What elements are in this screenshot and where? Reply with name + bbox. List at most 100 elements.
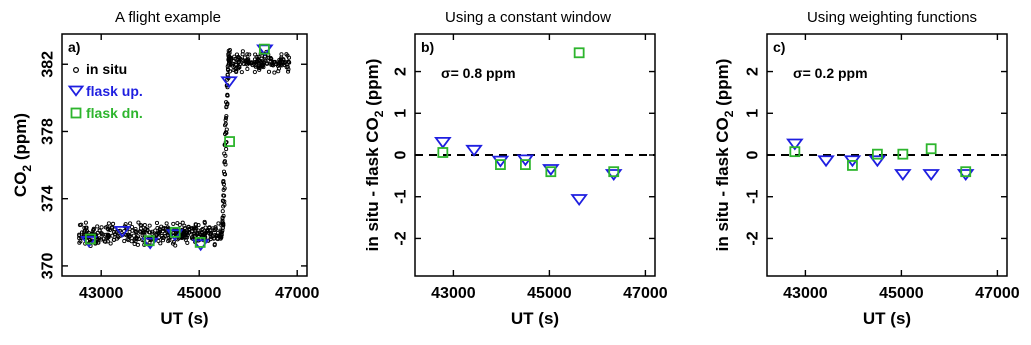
insitu-point bbox=[286, 67, 291, 72]
insitu-point bbox=[212, 243, 217, 248]
insitu-point bbox=[286, 69, 291, 74]
flask-dn-point bbox=[258, 43, 270, 55]
insitu-point bbox=[97, 228, 102, 233]
series-flask-dn- bbox=[789, 143, 972, 178]
flask-dn-point bbox=[224, 136, 235, 147]
legend-flask-dn-marker bbox=[70, 107, 82, 119]
insitu-point bbox=[190, 236, 195, 241]
insitu-point bbox=[224, 127, 229, 132]
insitu-point bbox=[223, 121, 228, 126]
insitu-point bbox=[132, 241, 137, 246]
flask-dn-point bbox=[520, 159, 531, 170]
flask-up-point bbox=[956, 169, 975, 181]
insitu-point bbox=[175, 221, 180, 226]
insitu-point bbox=[222, 186, 227, 191]
insitu-point bbox=[230, 61, 235, 66]
insitu-point bbox=[77, 222, 82, 228]
insitu-point bbox=[223, 116, 229, 121]
series-flask-dn- bbox=[85, 43, 270, 248]
insitu-point bbox=[164, 221, 169, 226]
insitu-point bbox=[156, 238, 161, 244]
insitu-point bbox=[258, 58, 263, 63]
insitu-point bbox=[218, 234, 224, 239]
insitu-point bbox=[99, 237, 104, 242]
insitu-point bbox=[286, 59, 291, 64]
insitu-point bbox=[77, 233, 82, 238]
insitu-point bbox=[256, 54, 261, 59]
insitu-point bbox=[115, 233, 120, 239]
insitu-point bbox=[105, 226, 111, 231]
y-tick-label: -2 bbox=[745, 231, 762, 245]
x-tick-label: 47000 bbox=[623, 285, 668, 302]
flask-dn-point bbox=[847, 160, 858, 171]
insitu-point bbox=[274, 62, 279, 67]
insitu-point bbox=[264, 61, 269, 66]
insitu-point bbox=[196, 223, 201, 228]
insitu-point bbox=[80, 230, 85, 235]
flask-dn-point bbox=[169, 226, 181, 238]
insitu-point bbox=[245, 52, 250, 57]
insitu-point bbox=[111, 221, 116, 226]
flask-up-point bbox=[894, 169, 912, 181]
insitu-point bbox=[225, 64, 230, 69]
panel-title: Using a constant window bbox=[445, 9, 611, 26]
sigma-annotation: σ= 0.2 ppm bbox=[793, 65, 868, 81]
insitu-point bbox=[247, 52, 252, 57]
insitu-point bbox=[136, 220, 141, 225]
flask-dn-point bbox=[437, 147, 449, 158]
insitu-point bbox=[253, 64, 258, 69]
insitu-point bbox=[224, 147, 229, 152]
panel-c: Using weighting functions -2 -1 0 1 2 43000 450… bbox=[713, 9, 1020, 328]
y-axis-label-main: CO bbox=[11, 172, 30, 198]
y-axis-label: in situ - flask CO2 (ppm) bbox=[363, 59, 386, 252]
flask-up-point bbox=[817, 155, 835, 168]
y-axis-label: CO2 (ppm) bbox=[11, 113, 34, 197]
flask-up-point bbox=[868, 155, 887, 168]
insitu-point bbox=[192, 231, 197, 236]
y-tick-label: -2 bbox=[393, 231, 410, 245]
insitu-point bbox=[95, 224, 100, 229]
y-axis-label: in situ - flask CO2 (ppm) bbox=[713, 59, 736, 252]
insitu-point bbox=[222, 151, 227, 156]
insitu-point bbox=[245, 66, 250, 71]
flask-up-point bbox=[570, 194, 588, 206]
flask-dn-point bbox=[495, 159, 506, 170]
flask-dn-point bbox=[789, 146, 801, 158]
insitu-point bbox=[255, 56, 260, 62]
insitu-point bbox=[253, 52, 258, 57]
insitu-point bbox=[161, 225, 166, 230]
insitu-point bbox=[213, 225, 218, 230]
panel-a: A flight example 370 374 378 382 43000 45000 47… bbox=[11, 9, 320, 328]
flask-up-point bbox=[491, 155, 510, 168]
insitu-point bbox=[112, 237, 117, 242]
insitu-point bbox=[161, 235, 166, 240]
y-axis-label-sub: 2 bbox=[372, 110, 386, 117]
flask-dn-point bbox=[85, 233, 96, 245]
insitu-point bbox=[102, 239, 107, 244]
insitu-point bbox=[106, 221, 111, 226]
insitu-point bbox=[211, 228, 216, 233]
insitu-point bbox=[83, 220, 88, 225]
x-axis-label: UT (s) bbox=[511, 309, 559, 328]
y-tick-label: 1 bbox=[745, 109, 762, 118]
y-tick-label: -1 bbox=[745, 190, 762, 204]
insitu-point bbox=[166, 239, 171, 244]
insitu-point bbox=[82, 225, 87, 231]
insitu-point bbox=[126, 238, 131, 243]
insitu-point bbox=[222, 172, 227, 177]
insitu-point bbox=[127, 229, 132, 234]
insitu-point bbox=[266, 69, 272, 74]
insitu-point bbox=[150, 231, 155, 236]
x-tick-label: 43000 bbox=[783, 285, 828, 302]
flask-dn-point bbox=[925, 143, 937, 155]
y-axis-label-sub: 2 bbox=[20, 165, 34, 172]
insitu-point bbox=[279, 52, 284, 57]
flask-dn-point bbox=[897, 148, 909, 160]
flask-up-point bbox=[434, 136, 452, 149]
y-axis-label-sub: 2 bbox=[722, 110, 736, 117]
insitu-point bbox=[110, 226, 115, 231]
flask-up-point bbox=[542, 164, 560, 176]
insitu-point bbox=[269, 62, 274, 67]
insitu-point bbox=[171, 221, 176, 226]
insitu-point bbox=[225, 92, 230, 97]
